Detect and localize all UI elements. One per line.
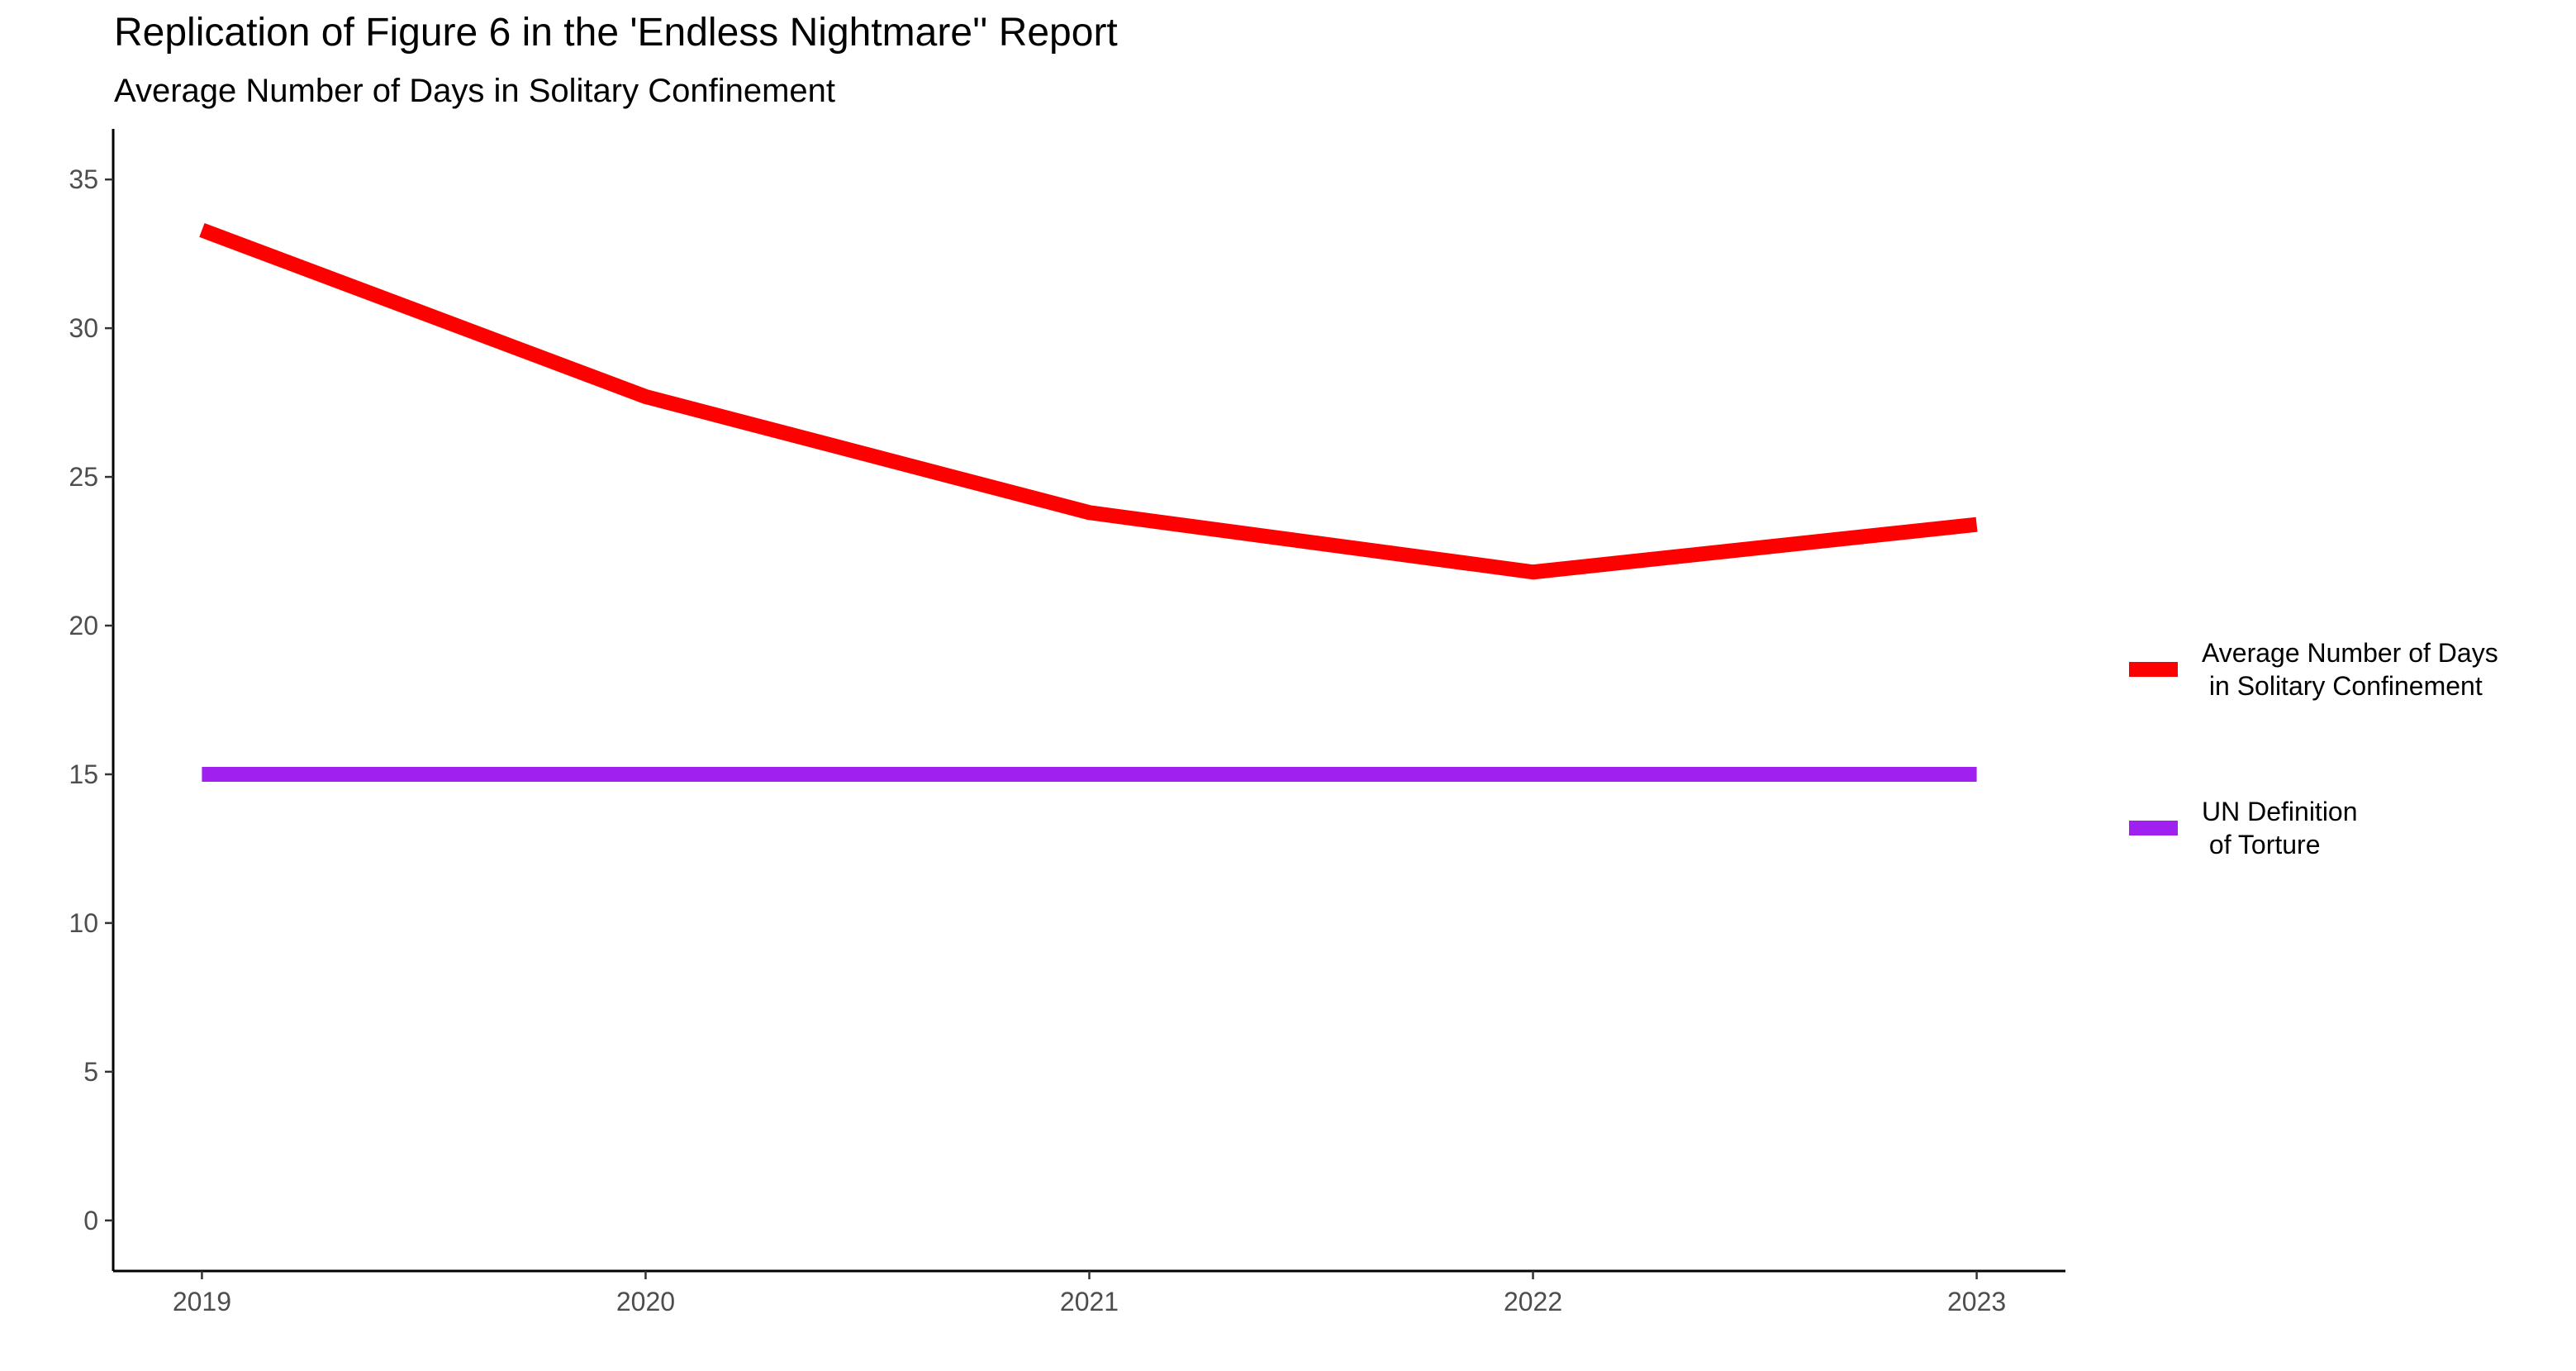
y-tick-label: 5: [83, 1057, 98, 1087]
y-tick-label: 0: [83, 1206, 98, 1235]
chart-title: Replication of Figure 6 in the 'Endless …: [114, 11, 1118, 55]
x-tick-label: 2020: [616, 1287, 675, 1316]
legend-label: of Torture: [2202, 830, 2320, 859]
series-layer: [199, 222, 1978, 782]
y-tick-label: 30: [69, 313, 98, 343]
axes: 0 5 10 15 20 25 30 35 2019 2020 2021 2022 2023: [69, 129, 2065, 1316]
y-tick-label: 20: [69, 611, 98, 640]
y-tick-label: 10: [69, 908, 98, 938]
legend: Average Number of Days in Solitary Confi…: [2129, 638, 2498, 859]
series-line-1: [199, 222, 1978, 580]
legend-label: Average Number of Days: [2202, 638, 2498, 668]
y-tick-label: 15: [69, 759, 98, 789]
chart-subtitle: Average Number of Days in Solitary Confi…: [114, 73, 836, 109]
x-tick-label: 2021: [1060, 1287, 1119, 1316]
x-tick-label: 2023: [1947, 1287, 2006, 1316]
legend-label: UN Definition: [2202, 797, 2358, 826]
y-tick-label: 25: [69, 462, 98, 492]
x-tick-label: 2019: [173, 1287, 231, 1316]
y-tick-label: 35: [69, 164, 98, 194]
x-tick-label: 2022: [1504, 1287, 1562, 1316]
legend-label: in Solitary Confinement: [2202, 671, 2483, 701]
